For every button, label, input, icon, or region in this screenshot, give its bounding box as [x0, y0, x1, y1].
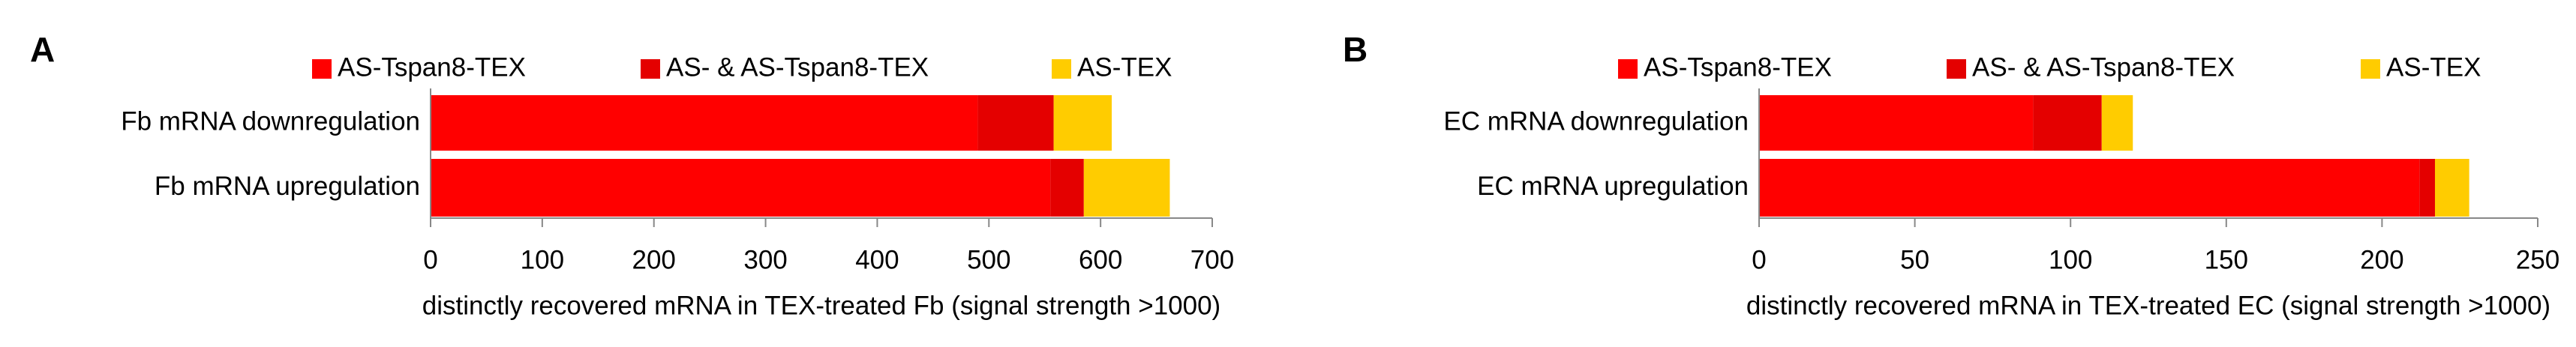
x-tick-label: 500	[967, 245, 1010, 274]
x-tick-label: 50	[1900, 245, 1929, 274]
x-tick-label: 250	[2516, 245, 2559, 274]
legend-swatch	[1052, 59, 1071, 79]
bar-segment	[1083, 159, 1170, 217]
x-axis-label: distinctly recovered mRNA in TEX-treated…	[422, 291, 1220, 320]
legend-label: AS- & AS-Tspan8-TEX	[1972, 52, 2235, 82]
bar-segment	[1759, 95, 2034, 151]
x-tick-label: 100	[521, 245, 564, 274]
x-tick-label: 300	[743, 245, 787, 274]
bar-segment	[431, 95, 978, 151]
legend-swatch	[1618, 59, 1638, 79]
legend-label: AS-TEX	[1077, 52, 1172, 82]
x-tick-label: 600	[1079, 245, 1122, 274]
category-label: EC mRNA downregulation	[1443, 106, 1749, 136]
bar-segment	[2434, 159, 2469, 217]
bar-segment	[977, 95, 1054, 151]
legend-swatch	[2361, 59, 2380, 79]
bar-segment	[2033, 95, 2102, 151]
legend-swatch	[641, 59, 660, 79]
category-label: Fb mRNA downregulation	[121, 106, 420, 136]
x-tick-label: 200	[632, 245, 676, 274]
category-label: Fb mRNA upregulation	[155, 172, 420, 201]
bar-segment	[2101, 95, 2133, 151]
panel-label: A	[30, 30, 55, 69]
legend-label: AS-Tspan8-TEX	[338, 52, 526, 82]
legend-swatch	[312, 59, 332, 79]
x-tick-label: 700	[1190, 245, 1234, 274]
category-label: EC mRNA upregulation	[1477, 172, 1749, 201]
legend-label: AS-Tspan8-TEX	[1644, 52, 1832, 82]
legend-label: AS-TEX	[2386, 52, 2481, 82]
x-tick-label: 200	[2360, 245, 2403, 274]
bar-segment	[2419, 159, 2435, 217]
legend-swatch	[1947, 59, 1966, 79]
x-axis-label: distinctly recovered mRNA in TEX-treated…	[1746, 291, 2550, 320]
x-tick-label: 150	[2205, 245, 2248, 274]
bar-segment	[1759, 159, 2420, 217]
panel-label: B	[1343, 30, 1368, 69]
bar-segment	[1053, 95, 1112, 151]
x-tick-label: 400	[855, 245, 899, 274]
legend-label: AS- & AS-Tspan8-TEX	[666, 52, 929, 82]
x-tick-label: 0	[1752, 245, 1766, 274]
bar-segment	[1050, 159, 1084, 217]
x-tick-label: 100	[2049, 245, 2092, 274]
x-tick-label: 0	[423, 245, 437, 274]
bar-segment	[431, 159, 1051, 217]
